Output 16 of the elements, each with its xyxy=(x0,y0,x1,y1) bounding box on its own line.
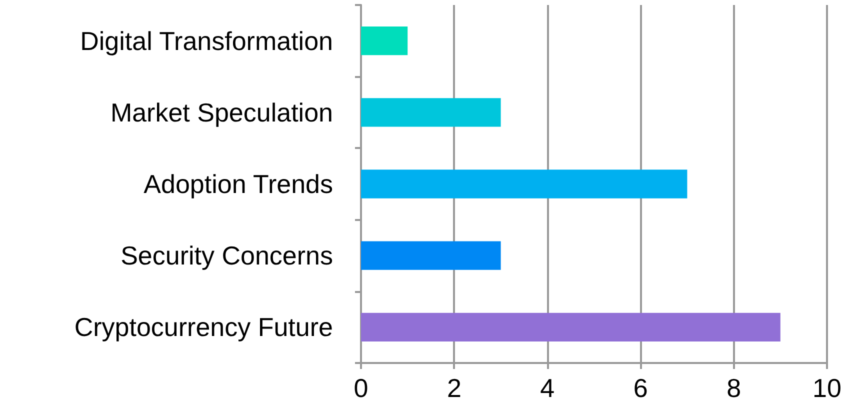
x-tick-label: 2 xyxy=(446,373,462,403)
bar xyxy=(361,312,780,342)
bar xyxy=(361,98,501,127)
bar xyxy=(361,26,408,56)
x-tick-label: 10 xyxy=(812,373,842,403)
x-tick-label: 0 xyxy=(354,373,368,403)
bar xyxy=(361,170,688,198)
x-tick-label: 8 xyxy=(726,373,742,403)
y-tick-label: Cryptocurrency Future xyxy=(74,312,333,342)
x-tick-label: 6 xyxy=(633,373,648,403)
x-tick-label: 4 xyxy=(540,373,555,403)
y-tick-label: Market Speculation xyxy=(110,97,333,128)
y-tick-label: Digital Transformation xyxy=(80,26,333,56)
y-tick-label: Security Concerns xyxy=(120,240,333,271)
y-tick-label: Adoption Trends xyxy=(144,169,333,199)
bar xyxy=(361,241,501,270)
